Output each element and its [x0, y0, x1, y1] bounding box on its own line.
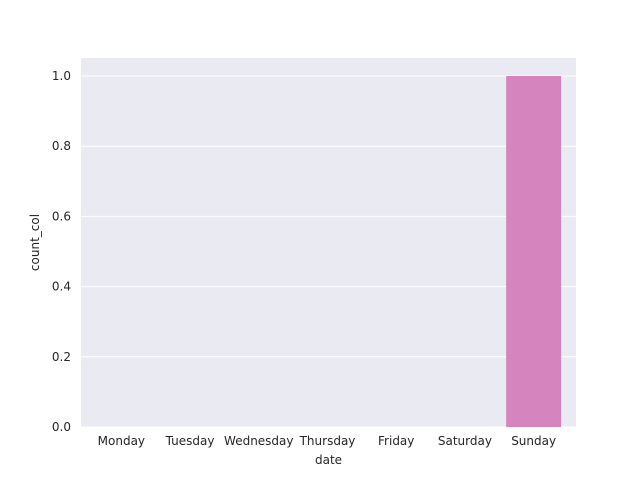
plot-background — [81, 58, 576, 427]
y-tick-label: 0.8 — [52, 139, 71, 153]
x-tick-label: Tuesday — [165, 434, 215, 448]
x-tick-label: Friday — [378, 434, 414, 448]
bar-sunday — [506, 76, 562, 427]
x-tick-label: Sunday — [511, 434, 556, 448]
x-tick-label: Thursday — [299, 434, 356, 448]
y-tick-label: 0.4 — [52, 280, 71, 294]
x-tick-label: Saturday — [438, 434, 492, 448]
x-tick-label: Wednesday — [224, 434, 293, 448]
y-tick-label: 0.6 — [52, 209, 71, 223]
y-tick-label: 0.0 — [52, 420, 71, 434]
y-tick-label: 0.2 — [52, 350, 71, 364]
y-tick-label: 1.0 — [52, 69, 71, 83]
y-axis-label: count_col — [28, 214, 42, 271]
x-tick-label: Monday — [98, 434, 145, 448]
x-axis-label: date — [315, 453, 342, 467]
